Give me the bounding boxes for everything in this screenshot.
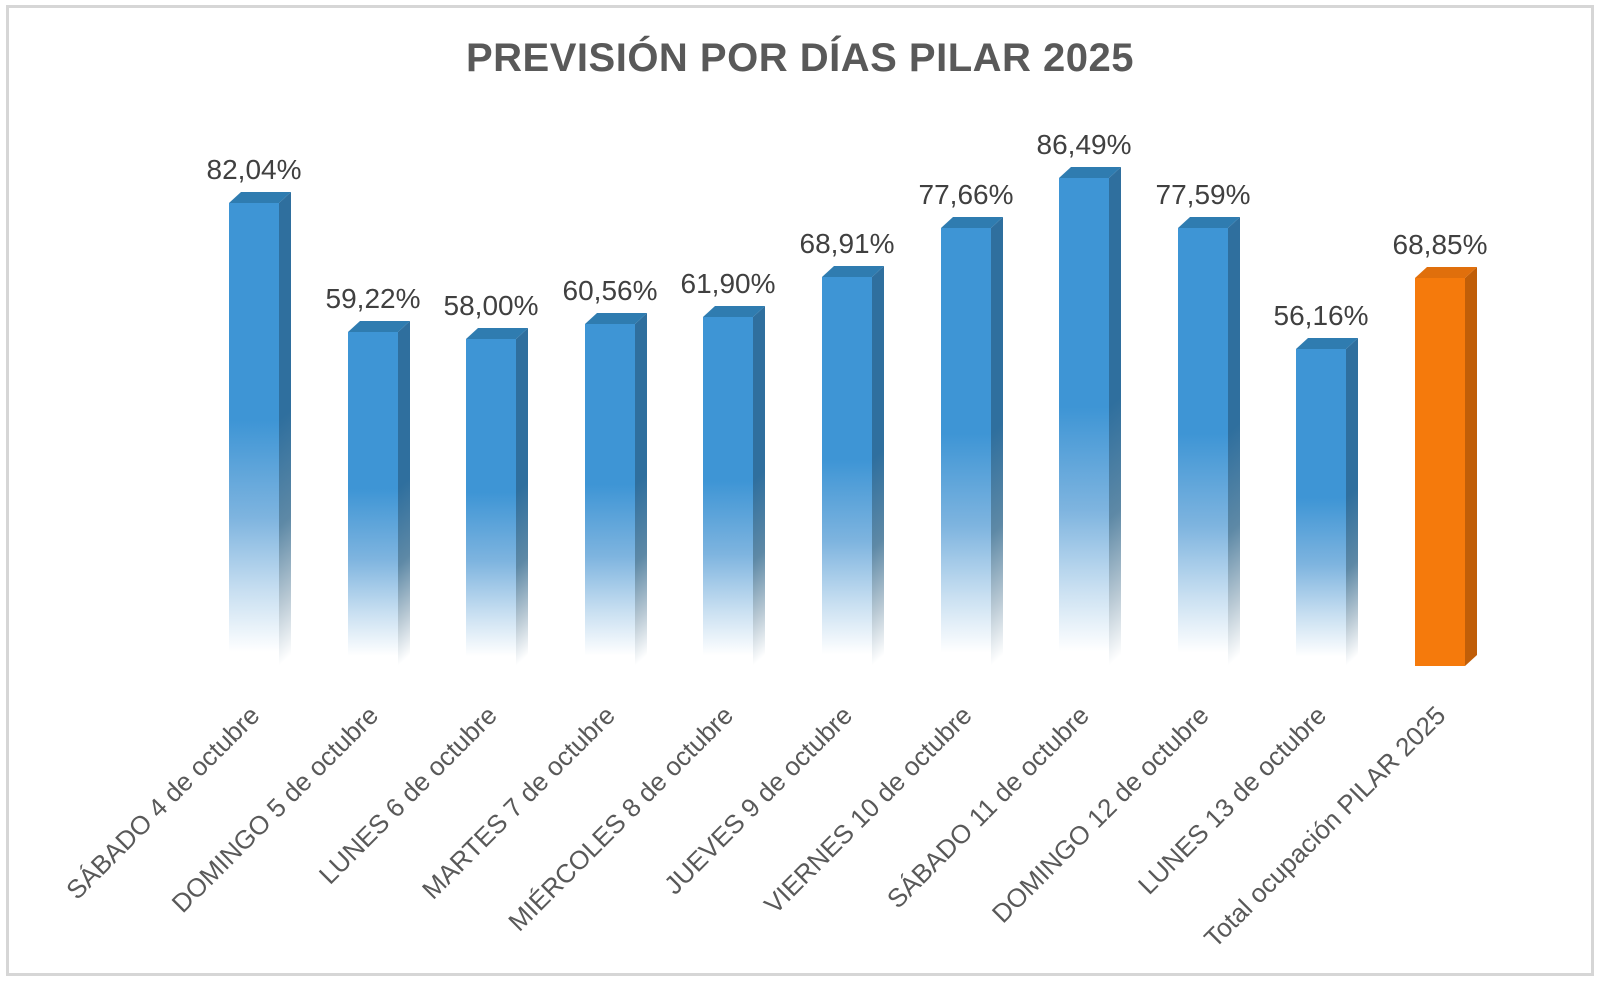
category-label: DOMINGO 5 de octubre bbox=[165, 700, 385, 919]
bar-side-face bbox=[872, 266, 884, 666]
chart-title: PREVISIÓN POR DÍAS PILAR 2025 bbox=[465, 36, 1134, 80]
bar-front-face bbox=[703, 317, 753, 666]
bar-front-face bbox=[466, 339, 516, 666]
bar-value-label: 77,59% bbox=[1155, 179, 1251, 210]
bar-value-label: 68,85% bbox=[1392, 229, 1488, 260]
bar-side-face bbox=[1228, 217, 1240, 666]
bar-value-label: 60,56% bbox=[562, 275, 658, 306]
bar-front-face bbox=[1059, 178, 1109, 666]
category-label: DOMINGO 12 de octubre bbox=[985, 700, 1215, 929]
bar-value-label: 77,66% bbox=[918, 179, 1014, 210]
category-label: MIÉRCOLES 8 de octubre bbox=[502, 700, 740, 937]
category-label: Total ocupación PILAR 2025 bbox=[1197, 700, 1452, 954]
bar-value-label: 86,49% bbox=[1036, 129, 1132, 160]
bar-side-face bbox=[753, 306, 765, 666]
category-label: SÁBADO 4 de octubre bbox=[60, 700, 266, 906]
bar-value-label: 68,91% bbox=[799, 228, 895, 259]
bar-front-face bbox=[229, 203, 279, 666]
total-bar-side-face bbox=[1465, 267, 1477, 666]
bar-value-label: 82,04% bbox=[206, 154, 302, 185]
bar-side-face bbox=[279, 192, 291, 666]
bar-side-face bbox=[991, 217, 1003, 666]
total-bar-front-face bbox=[1415, 278, 1465, 666]
bar-side-face bbox=[398, 321, 410, 666]
category-label: SÁBADO 11 de octubre bbox=[881, 700, 1096, 915]
bar-front-face bbox=[941, 228, 991, 666]
bar-side-face bbox=[1109, 167, 1121, 666]
bar-value-label: 61,90% bbox=[680, 268, 776, 299]
bar-value-label: 58,00% bbox=[443, 290, 539, 321]
bar-front-face bbox=[348, 332, 398, 666]
category-label: VIERNES 10 de octubre bbox=[757, 700, 978, 920]
bar-front-face bbox=[1178, 228, 1228, 666]
bar-side-face bbox=[1346, 338, 1358, 666]
bar-side-face bbox=[516, 328, 528, 666]
bar-front-face bbox=[1296, 349, 1346, 666]
bar-front-face bbox=[822, 277, 872, 666]
bar-value-label: 56,16% bbox=[1273, 300, 1369, 331]
bar-side-face bbox=[635, 313, 647, 666]
category-label: MARTES 7 de octubre bbox=[416, 700, 622, 905]
bar-value-label: 59,22% bbox=[325, 283, 421, 314]
bar-front-face bbox=[585, 324, 635, 666]
